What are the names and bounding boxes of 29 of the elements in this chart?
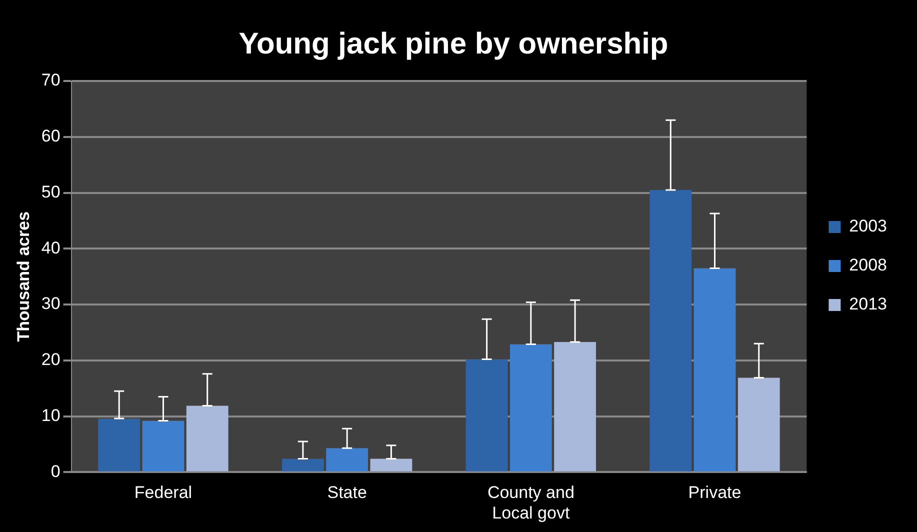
bar	[326, 448, 368, 472]
y-tick-label: 10	[41, 406, 60, 425]
y-tick-label: 0	[50, 462, 60, 481]
y-axis-title: Thousand acres	[14, 211, 33, 342]
bar	[650, 190, 692, 472]
y-tick-label: 20	[41, 350, 60, 370]
bar	[466, 359, 508, 472]
bar	[98, 418, 140, 472]
bar	[370, 458, 412, 472]
y-tick-label: 50	[41, 182, 60, 202]
y-tick-label: 40	[41, 238, 60, 258]
y-tick-label: 60	[41, 126, 60, 146]
x-tick-label: State	[327, 483, 367, 502]
bar	[554, 342, 596, 472]
y-tick-label: 30	[41, 294, 60, 314]
x-tick-label: County and Local govt	[487, 483, 574, 522]
legend-label: 2008	[849, 256, 888, 275]
bar	[186, 406, 228, 472]
bar	[694, 268, 736, 472]
bar	[282, 458, 324, 472]
bar	[142, 420, 184, 472]
legend-label: 2003	[849, 216, 888, 236]
x-tick-label: Federal	[134, 483, 192, 502]
bar	[510, 344, 552, 472]
y-tick-label: 70	[41, 70, 60, 90]
x-tick-label: Private	[688, 483, 742, 502]
legend-label: 2013	[849, 294, 888, 314]
bar	[738, 378, 780, 472]
chart-title: Young jack pine by ownership	[238, 27, 668, 60]
